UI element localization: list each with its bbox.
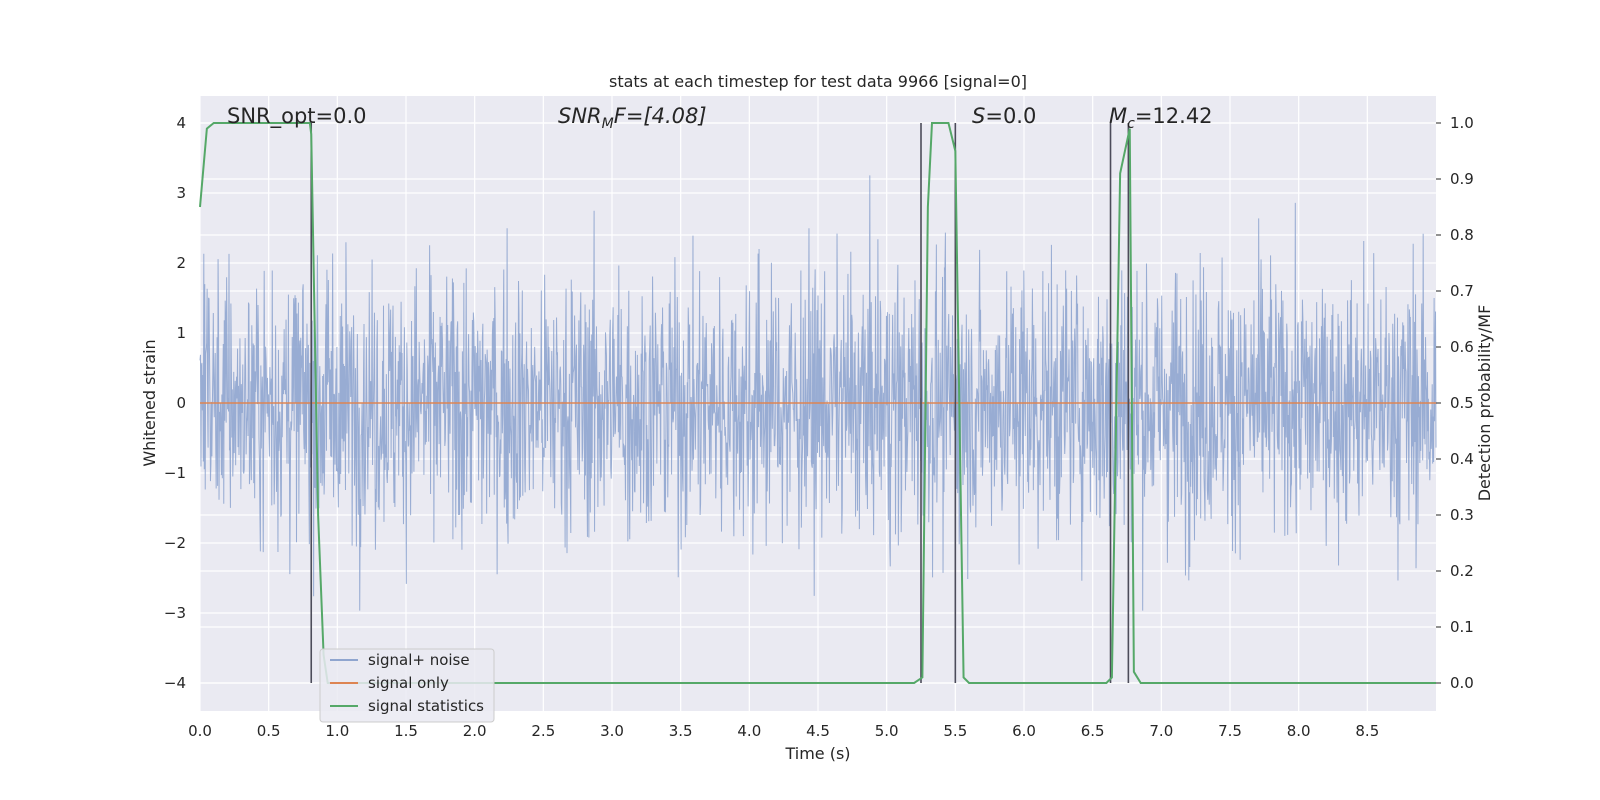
y-tick-label-right: 0.3 [1450, 506, 1474, 524]
annotation-mc: Mc=12.42 [1109, 104, 1213, 132]
x-tick-label: 1.0 [325, 722, 349, 740]
y-tick-label-right: 0.7 [1450, 282, 1474, 300]
legend-label-signal-only: signal only [368, 674, 449, 692]
series-signal-statistics [199, 122, 1436, 684]
x-tick-label: 4.5 [806, 722, 830, 740]
x-tick-label: 5.5 [943, 722, 967, 740]
legend: signal+ noise signal only signal statist… [319, 648, 495, 723]
x-tick-label: 8.0 [1287, 722, 1311, 740]
y-tick-label-right: 0.6 [1450, 338, 1474, 356]
x-tick-label: 7.0 [1149, 722, 1173, 740]
y-axis-label-left: Whitened strain [140, 339, 159, 466]
x-tick-label: 2.5 [531, 722, 555, 740]
x-tick-label: 5.0 [875, 722, 899, 740]
chart-title: stats at each timestep for test data 996… [609, 72, 1027, 91]
y-axis-label-right: Detection probability/MF [1475, 305, 1494, 502]
x-tick-label: 3.0 [600, 722, 624, 740]
axis-ticks: 0.0 0.5 1.0 1.5 2.0 2.5 3.0 3.5 4.0 4.5 5.0 5.5 6.0 6… [164, 114, 1474, 740]
series-signal-noise [199, 175, 1437, 611]
x-tick-label: 7.5 [1218, 722, 1242, 740]
x-tick-label: 6.5 [1081, 722, 1105, 740]
legend-label-signal-noise: signal+ noise [368, 651, 470, 669]
signal-statistics-line [199, 122, 1436, 684]
signal-noise-line [199, 175, 1437, 611]
x-tick-label: 3.5 [669, 722, 693, 740]
annotation-snr-mf: SNRMF=[4.08] [558, 104, 707, 132]
y-tick-label-left: −1 [164, 464, 186, 482]
legend-label-signal-statistics: signal statistics [368, 697, 484, 715]
x-tick-label: 2.0 [463, 722, 487, 740]
x-tick-label: 4.0 [737, 722, 761, 740]
y-tick-label-left: 4 [176, 114, 186, 132]
x-tick-label: 8.5 [1355, 722, 1379, 740]
x-tick-label: 1.5 [394, 722, 418, 740]
event-markers [310, 123, 1130, 683]
x-tick-label: 0.5 [257, 722, 281, 740]
y-tick-label-left: −3 [164, 604, 186, 622]
y-tick-label-left: −4 [164, 674, 186, 692]
y-tick-label-left: −2 [164, 534, 186, 552]
y-tick-label-left: 2 [176, 254, 186, 272]
y-tick-label-right: 0.2 [1450, 562, 1474, 580]
y-tick-label-right: 0.8 [1450, 226, 1474, 244]
y-tick-label-left: 1 [176, 324, 186, 342]
y-tick-label-left: 3 [176, 184, 186, 202]
y-tick-label-right: 1.0 [1450, 114, 1474, 132]
y-tick-label-right: 0.1 [1450, 618, 1474, 636]
x-tick-label: 6.0 [1012, 722, 1036, 740]
legend-box [319, 648, 495, 723]
y-tick-label-left: 0 [176, 394, 186, 412]
y-tick-label-right: 0.9 [1450, 170, 1474, 188]
x-tick-label: 0.0 [188, 722, 212, 740]
annotation-s: S=0.0 [972, 104, 1036, 128]
y-tick-label-right: 0.4 [1450, 450, 1474, 468]
x-axis-label: Time (s) [784, 744, 850, 763]
annotation-snr-opt: SNR_opt=0.0 [227, 104, 367, 129]
y-tick-label-right: 0.5 [1450, 394, 1474, 412]
y-tick-label-right: 0.0 [1450, 674, 1474, 692]
